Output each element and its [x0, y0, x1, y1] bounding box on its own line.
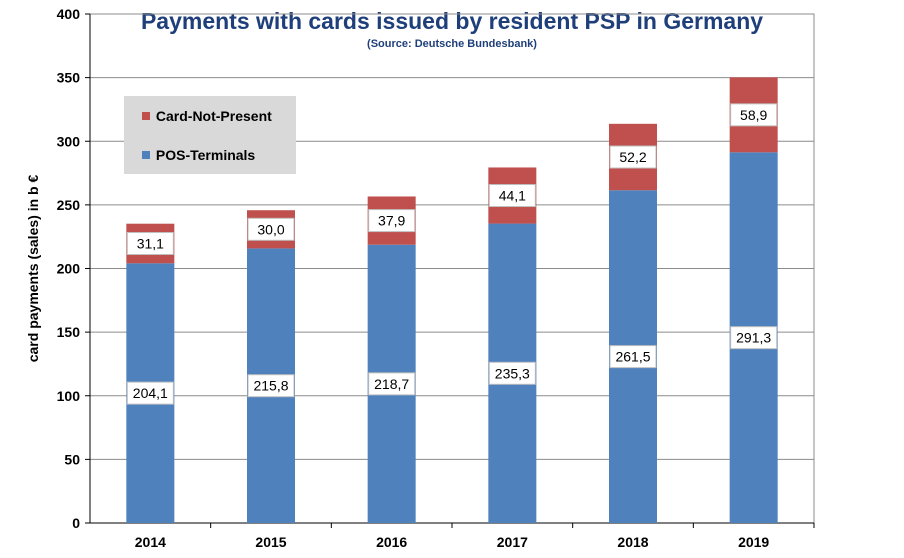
legend-swatch-pos-terminals — [142, 151, 150, 159]
y-tick-label: 50 — [64, 451, 80, 467]
x-tick-label: 2016 — [376, 534, 407, 550]
x-tick-label: 2015 — [255, 534, 286, 550]
data-label: 291,3 — [736, 330, 771, 346]
y-axis-label: card payments (sales) in b € — [25, 175, 41, 363]
data-label-box — [488, 361, 536, 385]
data-label: 58,9 — [740, 107, 767, 123]
data-label: 31,1 — [137, 235, 164, 251]
y-tick-label: 150 — [57, 324, 81, 340]
x-tick-label: 2017 — [497, 534, 528, 550]
data-label: 204,1 — [133, 385, 168, 401]
chart-subtitle: (Source: Deutsche Bundesbank) — [367, 38, 537, 50]
legend: Card-Not-Present POS-Terminals — [124, 96, 296, 174]
chart-title: Payments with cards issued by resident P… — [140, 8, 764, 34]
legend-item-pos-terminals: POS-Terminals — [142, 147, 255, 163]
y-tick-label: 300 — [57, 133, 81, 149]
data-label-box — [609, 345, 657, 369]
data-label-box — [609, 145, 657, 169]
data-label-box — [488, 184, 536, 208]
x-tick-label: 2014 — [135, 534, 166, 550]
data-label: 44,1 — [499, 188, 526, 204]
y-tick-label: 350 — [57, 70, 81, 86]
x-tick-label: 2018 — [617, 534, 648, 550]
data-label-box — [126, 381, 174, 405]
legend-item-card-not-present: Card-Not-Present — [142, 108, 272, 124]
data-label-box — [368, 372, 416, 396]
legend-label-pos-terminals: POS-Terminals — [155, 147, 256, 163]
y-tick-label: 0 — [72, 515, 80, 531]
data-label: 30,0 — [257, 221, 284, 237]
data-label: 37,9 — [378, 213, 405, 229]
data-label-box — [730, 326, 778, 350]
data-label: 52,2 — [619, 149, 646, 165]
data-label: 215,8 — [253, 378, 288, 394]
data-label: 235,3 — [495, 365, 530, 381]
x-tick-label: 2019 — [738, 534, 769, 550]
legend-swatch-card-not-present — [142, 112, 150, 120]
data-label-box — [368, 209, 416, 233]
data-label-box — [126, 231, 174, 255]
y-tick-label: 100 — [57, 388, 81, 404]
legend-label-card-not-present: Card-Not-Present — [155, 108, 272, 124]
data-label: 261,5 — [615, 349, 650, 365]
y-tick-label: 400 — [57, 6, 81, 22]
y-tick-label: 200 — [57, 261, 81, 277]
data-label-box — [247, 374, 295, 398]
data-label-box — [730, 103, 778, 127]
data-label: 218,7 — [374, 376, 409, 392]
y-tick-label: 250 — [57, 197, 81, 213]
data-label-box — [247, 217, 295, 241]
